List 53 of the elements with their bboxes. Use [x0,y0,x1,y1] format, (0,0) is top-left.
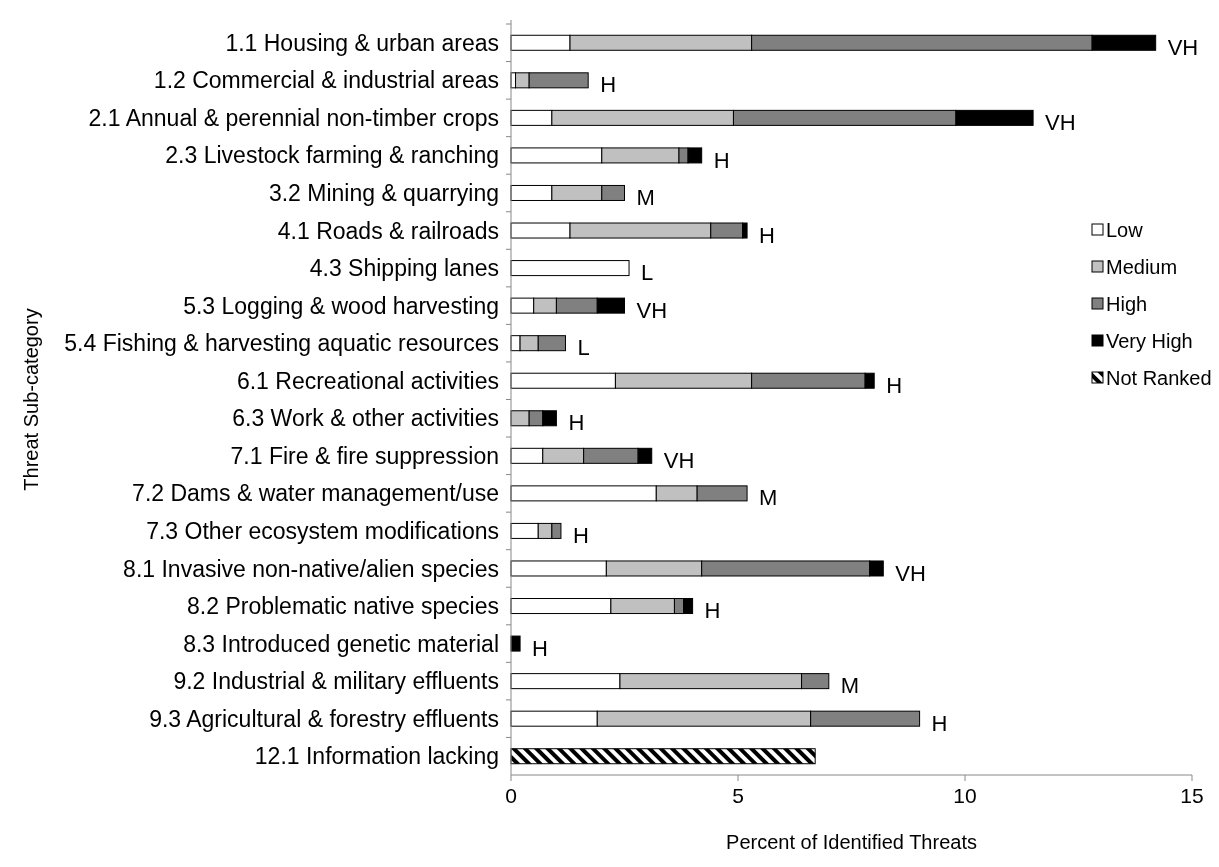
bar [510,260,630,277]
y-tick-label: 2.3 Livestock farming & ranching [165,142,499,169]
y-tick-label: 12.1 Information lacking [254,743,499,770]
annotation: H [532,635,548,661]
annotation: H [704,598,721,624]
annotation: VH [636,297,668,323]
annotation: H [759,222,775,248]
bar [510,635,521,652]
x-tick-label: 5 [732,784,744,807]
y-tick-label: 5.4 Fishing & harvesting aquatic resources [64,330,499,357]
x-axis-title: Percent of Identified Threats [726,831,977,853]
y-tick-label: 7.1 Fire & fire suppression [230,442,499,469]
y-axis-title: Threat Sub-category [20,308,42,491]
y-tick-label: 8.1 Invasive non-native/alien species [123,555,499,582]
annotation: M [840,673,860,699]
annotation: L [577,335,590,361]
annotation: VH [895,560,926,586]
y-tick-label: 5.3 Logging & wood harvesting [183,292,499,319]
annotation: H [568,410,585,436]
legend-label: Medium [1106,256,1178,278]
legend-label: Low [1106,219,1144,241]
y-tick-label: 2.1 Annual & perennial non-timber crops [88,104,499,131]
y-tick-label: 9.2 Industrial & military effluents [173,668,499,695]
y-tick-label: 1.2 Commercial & industrial areas [153,67,499,94]
annotation: VH [663,447,695,473]
bar [510,748,816,765]
y-tick-label: 4.1 Roads & railroads [277,217,499,244]
annotation: H [600,72,617,98]
legend-label: Not Ranked [1106,367,1212,389]
annotation: H [931,710,948,736]
y-tick-label: 9.3 Agricultural & forestry effluents [149,705,499,732]
x-tick-label: 10 [953,784,977,807]
y-tick-label: 7.2 Dams & water management/use [132,480,499,507]
annotation: VH [1045,109,1076,135]
y-tick-label: 3.2 Mining & quarrying [268,180,499,207]
x-tick-label: 0 [505,784,517,807]
annotation: H [886,372,903,398]
y-tick-label: 6.1 Recreational activities [236,367,499,394]
legend-label: High [1106,293,1148,315]
annotation: VH [1167,34,1199,60]
legend-label: Very High [1106,330,1193,352]
y-tick-label: 4.3 Shipping lanes [309,255,499,282]
annotation: L [641,260,654,286]
y-tick-label: 1.1 Housing & urban areas [225,29,499,56]
y-tick-label: 6.3 Work & other activities [232,405,499,432]
annotation: H [572,523,589,549]
annotation: M [636,185,655,211]
annotation: H [713,147,730,173]
y-tick-label: 7.3 Other ecosystem modifications [146,517,499,544]
y-tick-label: 8.3 Introduced genetic material [183,630,499,657]
annotation: M [759,485,778,511]
x-tick-label: 15 [1180,784,1204,807]
y-tick-label: 8.2 Problematic native species [187,593,499,620]
